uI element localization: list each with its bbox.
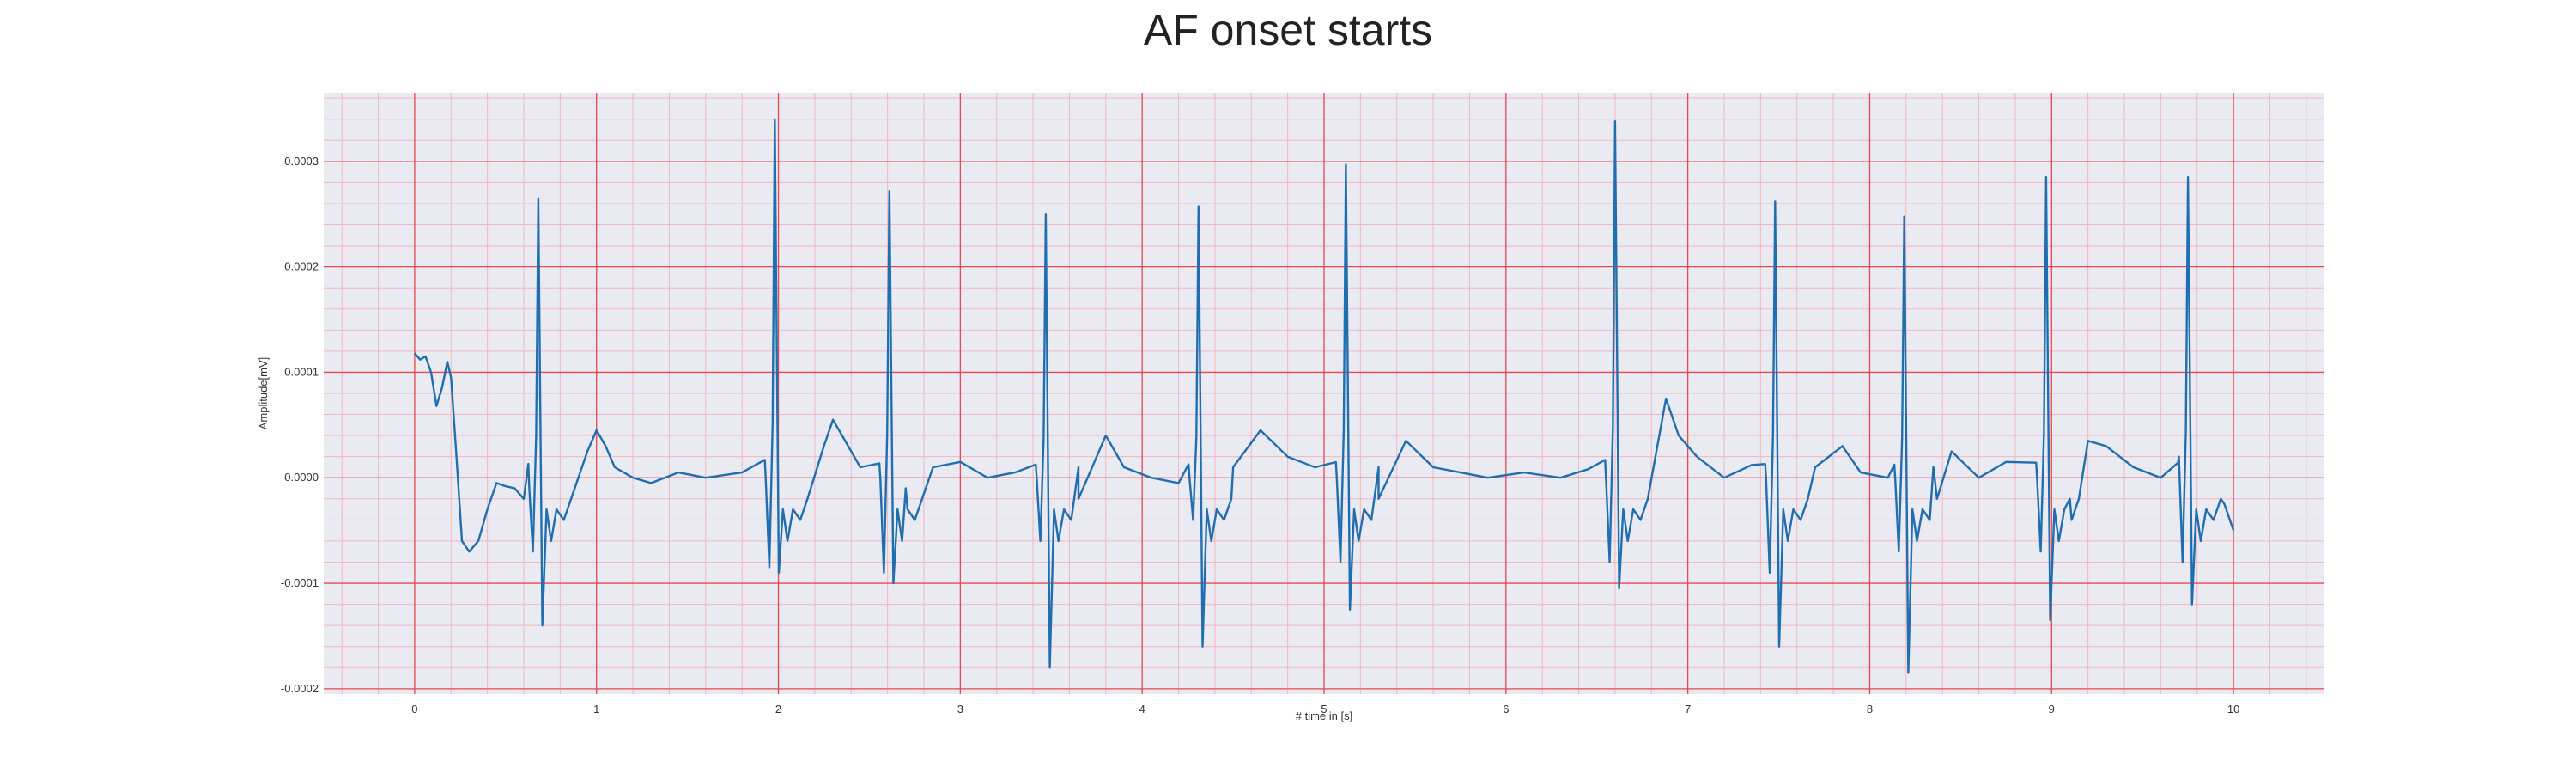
x-tick-label: 4 [1139, 703, 1145, 715]
x-tick-label: 2 [775, 703, 781, 715]
x-tick-label: 3 [957, 703, 963, 715]
x-tick-label: 6 [1503, 703, 1509, 715]
x-tick-label: 7 [1685, 703, 1691, 715]
y-axis-label: Amplitude[mV] [257, 357, 270, 430]
x-axis-ticks: 0 1 2 3 4 5 6 7 8 9 10 [411, 703, 2239, 715]
x-tick-label: 5 [1321, 703, 1327, 715]
x-axis-label: # time in [s] [1296, 709, 1352, 722]
y-tick-label: 0.0003 [284, 155, 319, 167]
major-grid [324, 93, 2324, 694]
chart-title: AF onset starts [1143, 6, 1433, 54]
y-tick-label: 0.0001 [284, 365, 319, 378]
y-tick-label: 0.0000 [284, 471, 319, 484]
y-tick-label: 0.0002 [284, 260, 319, 273]
y-tick-label: -0.0002 [281, 682, 319, 695]
ecg-signal-line [413, 118, 2235, 674]
x-tick-label: 9 [2049, 703, 2055, 715]
x-tick-label: 0 [411, 703, 417, 715]
x-tick-label: 8 [1867, 703, 1873, 715]
y-tick-label: -0.0001 [281, 576, 319, 589]
y-axis-ticks: -0.0002 -0.0001 0.0000 0.0001 0.0002 0.0003 [281, 155, 319, 695]
x-tick-label: 10 [2227, 703, 2239, 715]
x-tick-label: 1 [593, 703, 599, 715]
